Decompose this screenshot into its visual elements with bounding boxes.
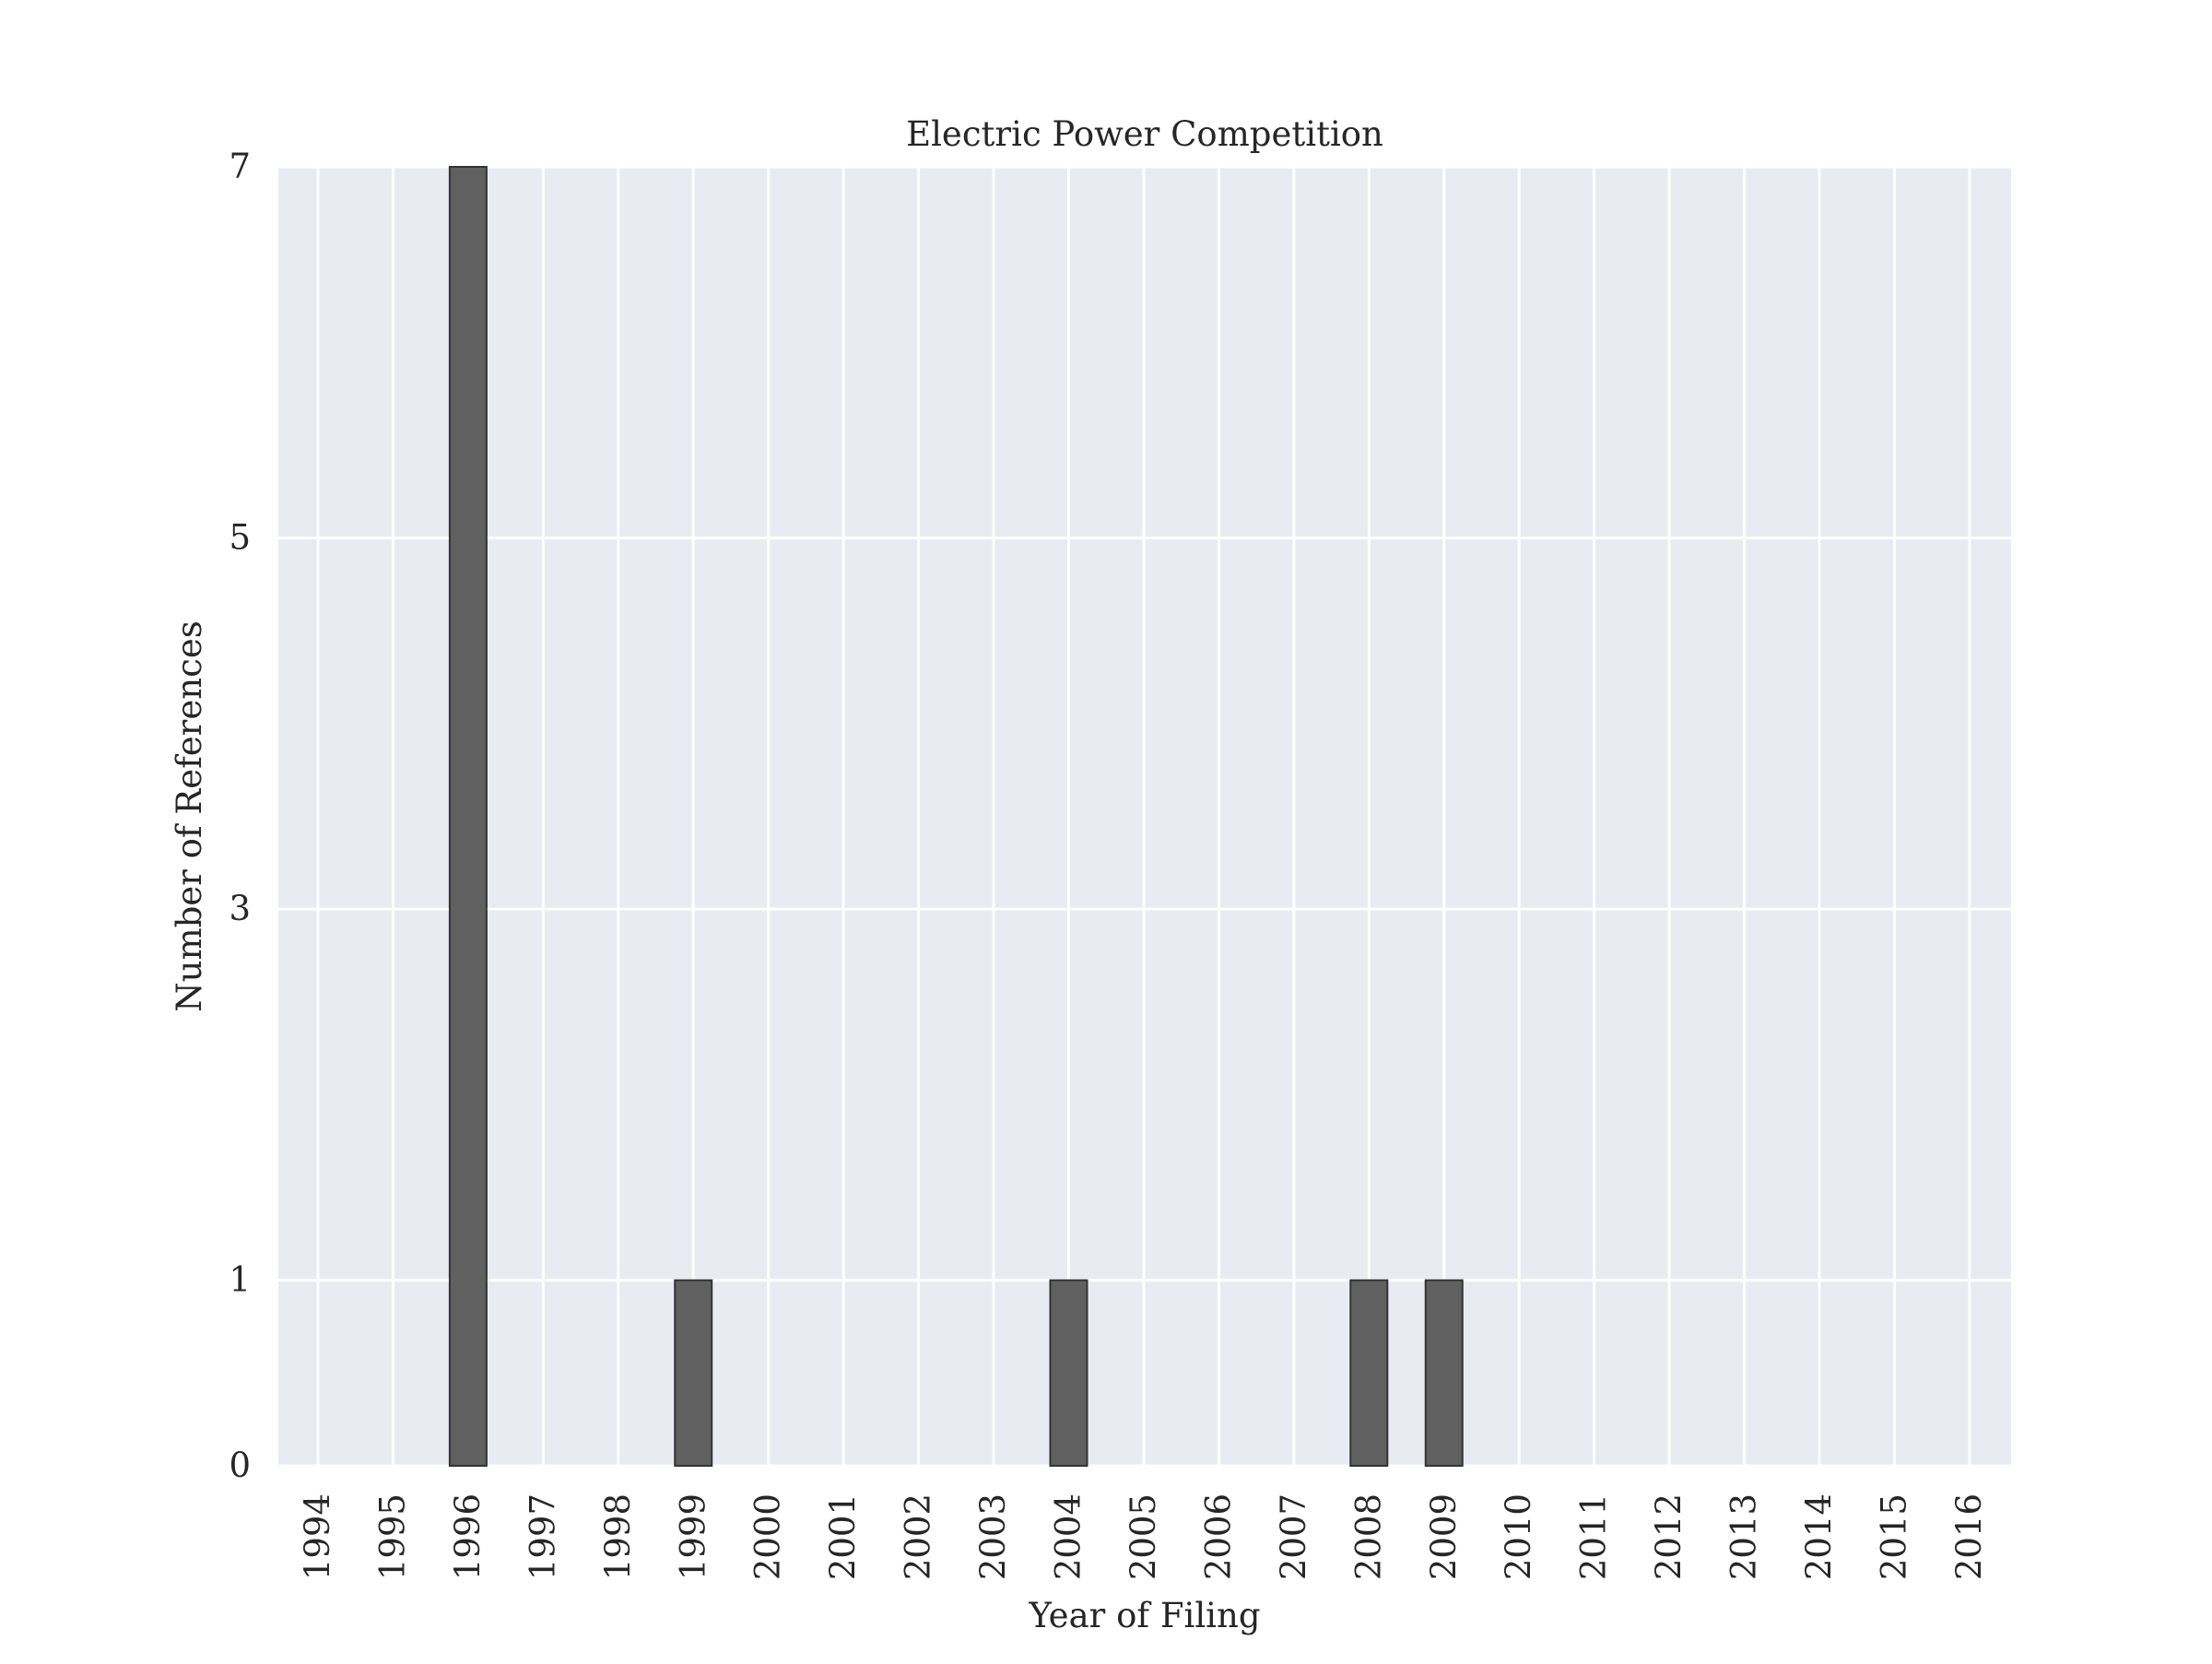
bar-2009 — [1424, 1279, 1464, 1467]
x-tick-label: 2015 — [1874, 1493, 1913, 1580]
y-tick-label: 5 — [229, 518, 251, 558]
y-tick-label: 1 — [229, 1260, 251, 1300]
x-tick-label: 2016 — [1949, 1493, 1989, 1580]
chart-title: Electric Power Competition — [906, 114, 1383, 154]
y-tick-labels: 0 1 3 5 7 — [229, 147, 251, 1485]
x-tick-label: 2004 — [1049, 1493, 1088, 1580]
x-tick-label: 1994 — [298, 1493, 337, 1580]
x-tick-label: 2014 — [1799, 1493, 1839, 1580]
x-tick-label: 2003 — [973, 1493, 1013, 1580]
bar-2004 — [1049, 1279, 1088, 1467]
x-tick-label: 2005 — [1124, 1493, 1163, 1580]
x-tick-label: 1998 — [598, 1493, 638, 1580]
y-tick-label: 7 — [229, 147, 251, 186]
x-tick-label: 2009 — [1424, 1493, 1464, 1580]
y-tick-label: 0 — [229, 1446, 251, 1485]
x-axis-label: Year of Filing — [1028, 1596, 1260, 1635]
x-tick-label: 2010 — [1499, 1493, 1538, 1580]
x-tick-label: 2011 — [1574, 1493, 1614, 1580]
x-tick-label: 2006 — [1198, 1493, 1238, 1580]
x-tick-label: 1996 — [448, 1493, 488, 1580]
x-tick-label: 2008 — [1348, 1493, 1388, 1580]
y-tick-label: 3 — [229, 889, 251, 928]
x-tick-label: 1995 — [372, 1493, 412, 1580]
x-tick-label: 2007 — [1274, 1493, 1313, 1580]
bar-2008 — [1349, 1279, 1389, 1467]
x-tick-label: 1997 — [523, 1493, 562, 1580]
x-tick-label: 1999 — [673, 1493, 712, 1580]
x-tick-label: 2012 — [1649, 1493, 1688, 1580]
x-tick-label: 2000 — [748, 1493, 788, 1580]
x-tick-label: 2013 — [1724, 1493, 1764, 1580]
bar-1999 — [674, 1279, 713, 1467]
x-tick-label: 2002 — [899, 1493, 938, 1580]
bar-1996 — [448, 166, 488, 1467]
bars — [448, 166, 1464, 1467]
x-tick-labels: 1994 1995 1996 1997 1998 1999 2000 2001 2002 2003… — [298, 1493, 1989, 1580]
y-axis-label: Number of References — [170, 620, 209, 1011]
x-tick-label: 2001 — [823, 1493, 863, 1580]
